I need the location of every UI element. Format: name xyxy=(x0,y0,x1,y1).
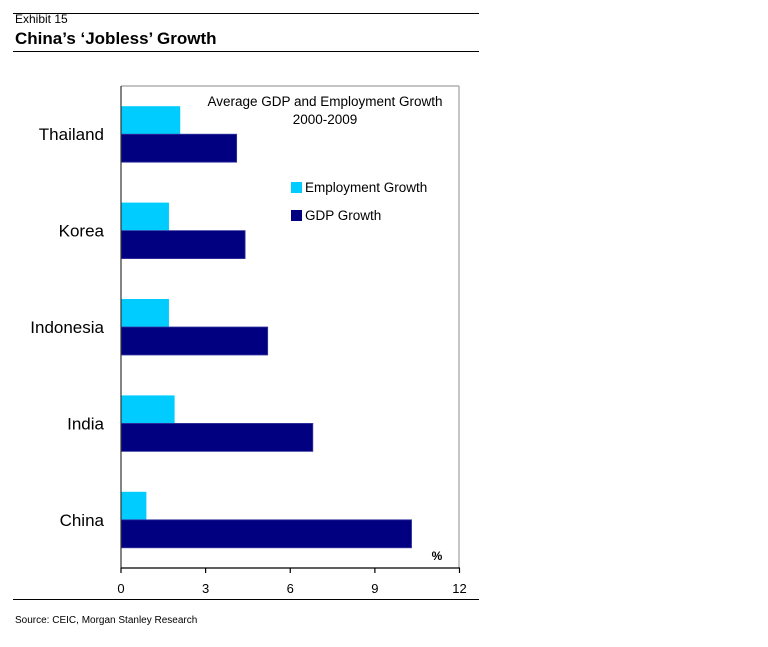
bar-employment-thailand xyxy=(121,106,181,135)
category-label-korea: Korea xyxy=(59,222,105,241)
bar-gdp-indonesia xyxy=(120,326,269,356)
bar-employment-korea xyxy=(121,202,169,231)
bottom-rule xyxy=(13,599,479,600)
category-label-indonesia: Indonesia xyxy=(30,318,104,337)
legend: Employment Growth GDP Growth xyxy=(291,180,427,223)
category-label-thailand: Thailand xyxy=(39,125,104,144)
x-ticks-group: 0 3 6 9 12 xyxy=(117,568,467,596)
bar-gdp-china xyxy=(120,519,412,549)
x-tick-label-12: 12 xyxy=(452,581,466,596)
x-tick-label-6: 6 xyxy=(287,581,294,596)
legend-label-employment: Employment Growth xyxy=(305,180,427,195)
category-label-china: China xyxy=(60,511,105,530)
category-label-india: India xyxy=(67,414,104,433)
legend-swatch-employment xyxy=(291,182,302,193)
title-rule xyxy=(13,51,479,52)
legend-label-gdp: GDP Growth xyxy=(305,208,381,223)
chart-title: Average GDP and Employment Growth xyxy=(207,94,442,109)
top-rule xyxy=(13,13,479,14)
legend-swatch-gdp xyxy=(291,210,302,221)
exhibit-title: China’s ‘Jobless’ Growth xyxy=(15,29,217,48)
bar-gdp-korea xyxy=(120,230,246,260)
x-tick-label-3: 3 xyxy=(202,581,209,596)
x-unit-label: % xyxy=(432,549,443,563)
chart-subtitle: 2000-2009 xyxy=(293,112,358,127)
bar-gdp-thailand xyxy=(120,133,238,163)
plot-frame xyxy=(121,85,460,568)
x-tick-label-9: 9 xyxy=(371,581,378,596)
bar-employment-china xyxy=(121,491,147,520)
category-labels-group: Thailand Korea Indonesia India China xyxy=(30,125,104,530)
source-note: Source: CEIC, Morgan Stanley Research xyxy=(15,615,198,626)
bar-employment-india xyxy=(121,395,175,424)
x-tick-label-0: 0 xyxy=(117,581,124,596)
bar-employment-indonesia xyxy=(121,299,169,327)
exhibit-number: Exhibit 15 xyxy=(15,12,68,26)
bar-gdp-india xyxy=(120,422,314,452)
bars-group xyxy=(120,106,412,549)
